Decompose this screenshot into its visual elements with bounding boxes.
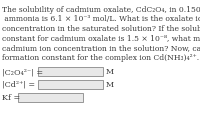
FancyBboxPatch shape [38,67,103,76]
Text: ammonia is 6.1 × 10⁻³ mol/L. What is the oxalate ion: ammonia is 6.1 × 10⁻³ mol/L. What is the… [2,15,200,23]
FancyBboxPatch shape [38,80,103,89]
Text: M: M [106,68,114,76]
Text: |Cd²⁺| =: |Cd²⁺| = [2,81,35,89]
FancyBboxPatch shape [18,93,83,102]
Text: concentration in the saturated solution? If the solubility product: concentration in the saturated solution?… [2,25,200,33]
Text: M: M [106,81,114,89]
Text: formation constant for the complex ion Cd(NH₃)₄²⁺.: formation constant for the complex ion C… [2,53,199,61]
Text: |C₂O₄²⁻| =: |C₂O₄²⁻| = [2,68,43,76]
Text: constant for cadmium oxalate is 1.5 × 10⁻⁸, what must be the: constant for cadmium oxalate is 1.5 × 10… [2,34,200,42]
Text: Kf =: Kf = [2,94,20,102]
Text: cadmium ion concentration in the solution? Now, calculate the: cadmium ion concentration in the solutio… [2,44,200,52]
Text: The solubility of cadmium oxalate, CdC₂O₄, in 0.150 M: The solubility of cadmium oxalate, CdC₂O… [2,6,200,14]
